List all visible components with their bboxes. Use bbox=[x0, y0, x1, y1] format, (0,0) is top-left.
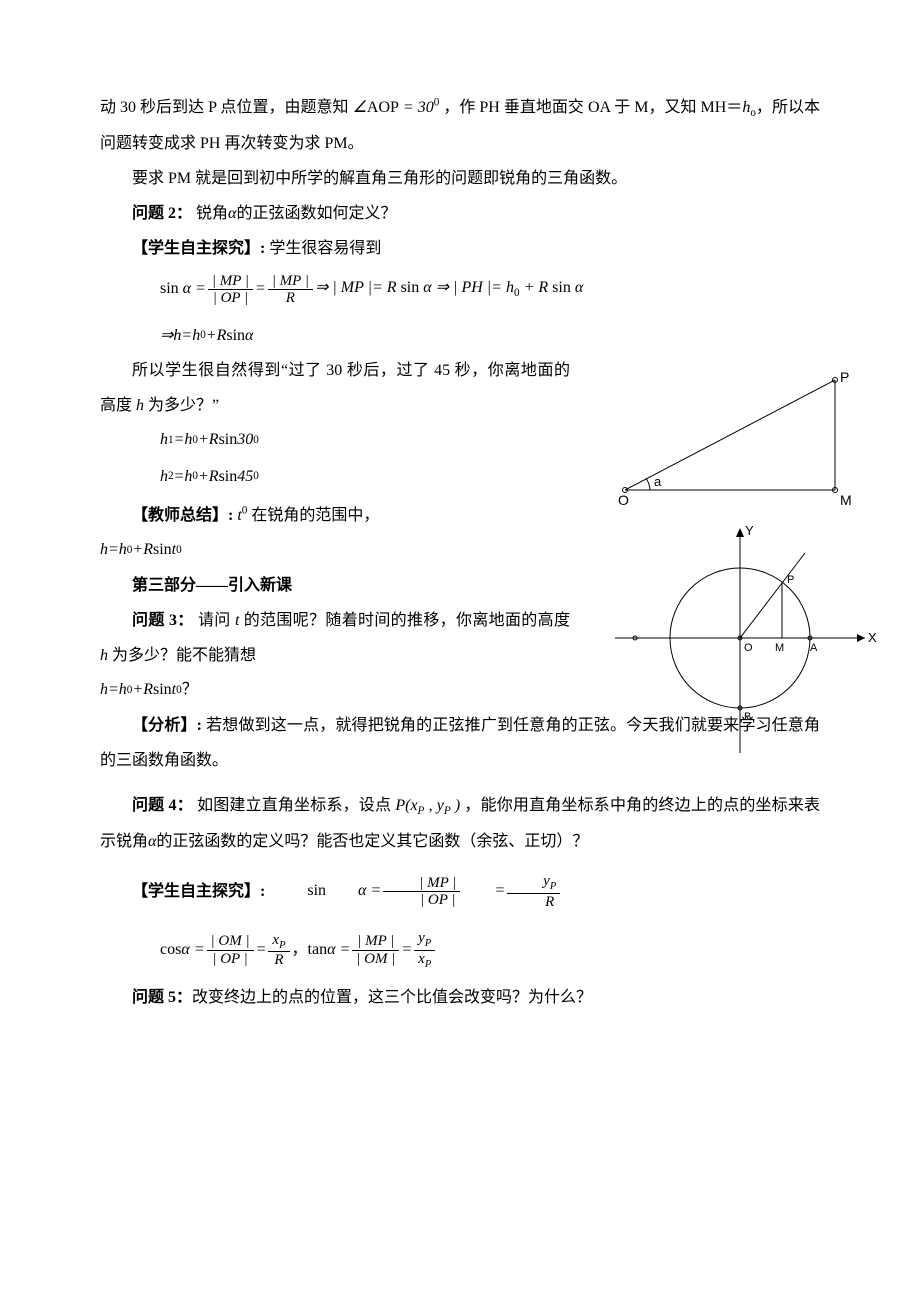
denominator: | OP | bbox=[208, 290, 253, 307]
denominator: | OP | bbox=[383, 892, 460, 909]
fraction: xPR bbox=[268, 932, 289, 969]
question-label: 问题 4： bbox=[132, 797, 193, 814]
fraction: yPxP bbox=[414, 930, 435, 970]
numerator: | MP | bbox=[352, 933, 399, 951]
diagram-area: O M P a X Y O A M P bbox=[610, 370, 880, 750]
numerator: | MP | bbox=[383, 875, 460, 893]
fraction: | OM || OP | bbox=[207, 933, 254, 967]
sep: ， bbox=[292, 939, 308, 961]
denominator: | OM | bbox=[352, 951, 399, 968]
svg-text:P: P bbox=[840, 370, 849, 385]
equation-8-9: cos α = | OM || OP | = xPR ， tan α = | M… bbox=[160, 930, 820, 970]
svg-text:a: a bbox=[654, 474, 662, 489]
student-explore: 【学生自主探究】: 学生很容易得到 bbox=[100, 231, 820, 266]
text: 学生很容易得到 bbox=[265, 240, 381, 257]
equation-4: h2 = h0 + R sin 450 bbox=[160, 466, 570, 488]
svg-text:A: A bbox=[810, 642, 818, 654]
question-label: 问题 5： bbox=[132, 989, 192, 1006]
numerator: yP bbox=[414, 930, 435, 951]
text: ，作 PH 垂直地面交 OA 于 M，又知 MH＝ bbox=[443, 99, 742, 116]
text: 改变终边上的点的位置，这三个比值会改变吗？为什么？ bbox=[192, 989, 592, 1006]
text: 如图建立直角坐标系，设点 bbox=[197, 797, 391, 814]
svg-text:B: B bbox=[744, 711, 751, 723]
svg-text:M: M bbox=[840, 492, 852, 508]
eq: = bbox=[255, 278, 266, 300]
section-label: 【学生自主探究】: bbox=[100, 874, 265, 909]
question-2: 问题 2： 锐角α的正弦函数如何定义？ bbox=[100, 196, 820, 231]
text: 的正弦函数的定义吗？能否也定义其它函数（余弦、正切）？ bbox=[156, 833, 588, 850]
fraction: | MP || OP | bbox=[383, 875, 460, 909]
paragraph-2: 要求 PM 就是回到初中所学的解直角三角形的问题即锐角的三角函数。 bbox=[100, 161, 820, 196]
paragraph-1: 动 30 秒后到达 P 点位置，由题意知 ∠AOP = 300 ，作 PH 垂直… bbox=[100, 90, 820, 161]
text: 的范围呢？随着时间的推移，你离地面的高度 bbox=[244, 612, 570, 629]
implication: ⇒ | MP |= R sin α ⇒ | PH |= h0 + R sin α bbox=[315, 277, 583, 302]
equation-6: h = h0 + R sin t0 ？ bbox=[100, 679, 570, 701]
question-3: 问题 3： 请问 t 的范围呢？随着时间的推移，你离地面的高度 h 为多少？能不… bbox=[100, 603, 570, 673]
numerator: | MP | bbox=[268, 273, 313, 291]
math-inline: t bbox=[231, 612, 244, 629]
lhs: sin α = bbox=[160, 278, 206, 300]
teacher-summary: 【教师总结】: t0 在锐角的范围中， bbox=[100, 498, 570, 533]
numerator: xP bbox=[268, 932, 289, 953]
text: 动 30 秒后到达 P 点位置，由题意知 bbox=[100, 99, 349, 116]
denominator: R bbox=[507, 894, 560, 911]
left-text-column: 所以学生很自然得到“过了 30 秒后，过了 45 秒，你离地面的高度 h 为多少… bbox=[100, 353, 570, 702]
denominator: R bbox=[268, 952, 289, 969]
math-inline: h bbox=[132, 397, 148, 414]
equation-7: sin α = | MP || OP | = yPR bbox=[275, 873, 562, 910]
section-label: 【分析】: bbox=[132, 717, 202, 734]
svg-text:O: O bbox=[744, 642, 753, 654]
text: 为多少？能不能猜想 bbox=[112, 647, 256, 664]
section-label: 【教师总结】: bbox=[132, 507, 233, 524]
math-inline: ho bbox=[742, 99, 756, 116]
denominator: R bbox=[268, 290, 313, 307]
numerator: yP bbox=[507, 873, 560, 894]
fraction: | MP || OM | bbox=[352, 933, 399, 967]
svg-text:X: X bbox=[868, 630, 877, 645]
unit-circle-diagram: X Y O A M P B bbox=[610, 523, 880, 763]
denominator: xP bbox=[414, 951, 435, 971]
fraction: | MP || OP | bbox=[208, 273, 253, 307]
svg-text:Y: Y bbox=[745, 523, 754, 538]
text: 的正弦函数如何定义？ bbox=[236, 205, 396, 222]
denominator: | OP | bbox=[207, 951, 254, 968]
svg-text:O: O bbox=[618, 492, 629, 508]
section-label: 【学生自主探究】: bbox=[132, 240, 265, 257]
math-inline: h bbox=[100, 647, 112, 664]
question-label: 问题 3： bbox=[132, 612, 194, 629]
equation-1: sin α = | MP || OP | = | MP |R ⇒ | MP |=… bbox=[160, 273, 820, 307]
question-4: 问题 4： 如图建立直角坐标系，设点 P(xP , yP ) ，能你用直角坐标系… bbox=[100, 788, 820, 859]
paragraph-3: 所以学生很自然得到“过了 30 秒后，过了 45 秒，你离地面的高度 h 为多少… bbox=[100, 353, 570, 423]
fraction: | MP |R bbox=[268, 273, 313, 307]
equation-5: h = h0 + R sin t0 bbox=[100, 539, 570, 561]
student-explore-2: 【学生自主探究】: sin α = | MP || OP | = yPR bbox=[100, 873, 820, 910]
text: 请问 bbox=[198, 612, 231, 629]
svg-text:M: M bbox=[775, 642, 784, 654]
math-inline: P(xP , yP ) bbox=[395, 797, 460, 814]
triangle-diagram: O M P a bbox=[610, 370, 880, 510]
math-inline: ∠AOP = 300 bbox=[353, 99, 440, 116]
text: 为多少？” bbox=[148, 397, 219, 414]
fraction: yPR bbox=[507, 873, 560, 910]
document-page: 动 30 秒后到达 P 点位置，由题意知 ∠AOP = 300 ，作 PH 垂直… bbox=[0, 0, 920, 1302]
qmark: ？ bbox=[182, 679, 198, 701]
part3-title: 第三部分——引入新课 bbox=[100, 568, 570, 603]
text: 锐角 bbox=[196, 205, 228, 222]
question-label: 问题 2： bbox=[132, 205, 192, 222]
math-inline: t0 bbox=[237, 507, 251, 524]
question-5: 问题 5：改变终边上的点的位置，这三个比值会改变吗？为什么？ bbox=[100, 980, 820, 1015]
equation-3: h1 = h0 + R sin 300 bbox=[160, 429, 570, 451]
numerator: | MP | bbox=[208, 273, 253, 291]
equation-2: ⇒ h = h0 + R sin α bbox=[160, 325, 820, 347]
numerator: | OM | bbox=[207, 933, 254, 951]
svg-text:P: P bbox=[787, 574, 794, 586]
text: 在锐角的范围中， bbox=[251, 507, 379, 524]
